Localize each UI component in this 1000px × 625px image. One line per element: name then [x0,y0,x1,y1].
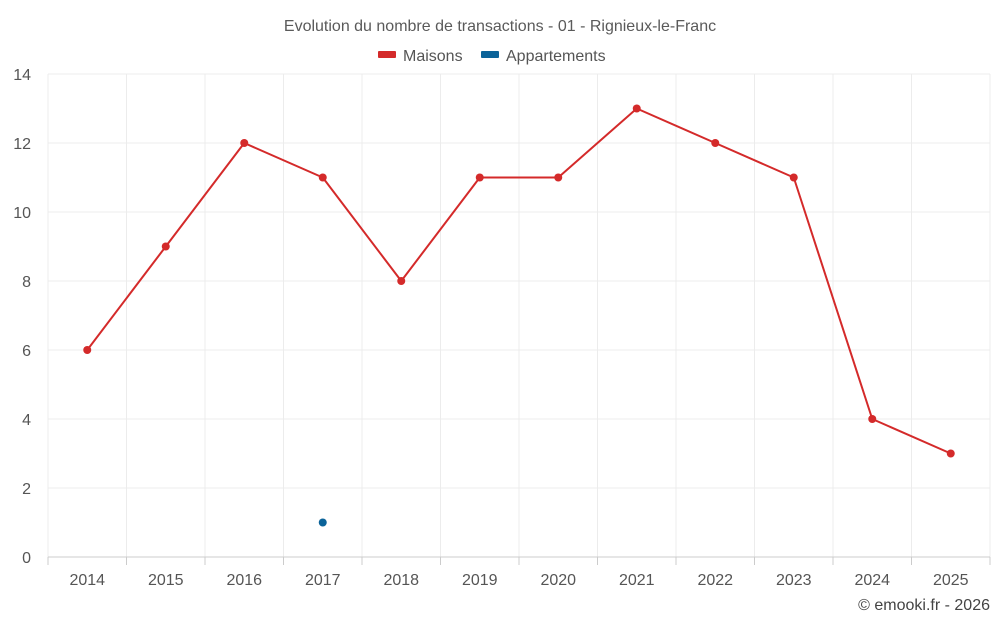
legend: Maisons Appartements [378,48,606,65]
y-axis-ticks: 0 2 4 6 8 10 12 14 [13,67,31,567]
data-point-maisons-2025[interactable] [946,449,955,458]
x-tick-label: 2014 [69,572,105,589]
x-tick-label: 2016 [226,572,262,589]
y-tick-label: 12 [13,136,31,153]
y-tick-label: 10 [13,205,31,222]
data-point-maisons-2020[interactable] [554,173,563,182]
legend-label-maisons[interactable]: Maisons [403,48,463,65]
legend-label-appartements[interactable]: Appartements [506,48,606,65]
axes [47,556,991,565]
x-tick-label: 2022 [697,572,733,589]
x-tick-label: 2023 [776,572,812,589]
data-point-maisons-2016[interactable] [240,139,249,147]
x-tick-label: 2017 [305,572,341,589]
data-point-maisons-2021[interactable] [632,104,641,113]
data-point-maisons-2022[interactable] [711,139,720,147]
series-layer [83,104,955,527]
x-tick-label: 2018 [383,572,419,589]
data-point-maisons-2017[interactable] [318,173,327,182]
grid [47,73,991,557]
series-line-maisons [86,107,952,455]
y-tick-label: 14 [13,67,31,84]
y-tick-label: 0 [22,550,31,567]
data-point-maisons-2014[interactable] [83,346,92,354]
legend-swatch-appartements [481,51,499,58]
chart-title: Evolution du nombre de transactions - 01… [284,18,716,35]
data-point-maisons-2019[interactable] [475,173,484,182]
x-tick-label: 2025 [933,572,969,589]
y-tick-label: 2 [22,481,31,498]
credit-text[interactable]: © emooki.fr - 2026 [858,597,990,614]
x-tick-label: 2015 [148,572,184,589]
data-point-maisons-2024[interactable] [868,415,877,423]
x-axis-ticks: 2014 2015 2016 2017 2018 2019 2020 2021 2022 2023… [69,572,968,589]
y-tick-label: 6 [22,343,31,360]
x-tick-label: 2020 [540,572,576,589]
y-tick-label: 8 [22,274,31,291]
data-point-maisons-2018[interactable] [397,277,406,285]
x-tick-label: 2021 [619,572,655,589]
data-point-appartements-2017[interactable] [318,518,327,527]
x-tick-label: 2024 [854,572,890,589]
data-point-maisons-2015[interactable] [161,242,170,251]
legend-swatch-maisons [378,51,396,58]
data-point-maisons-2023[interactable] [789,173,798,182]
x-tick-label: 2019 [462,572,498,589]
y-tick-label: 4 [22,412,31,429]
